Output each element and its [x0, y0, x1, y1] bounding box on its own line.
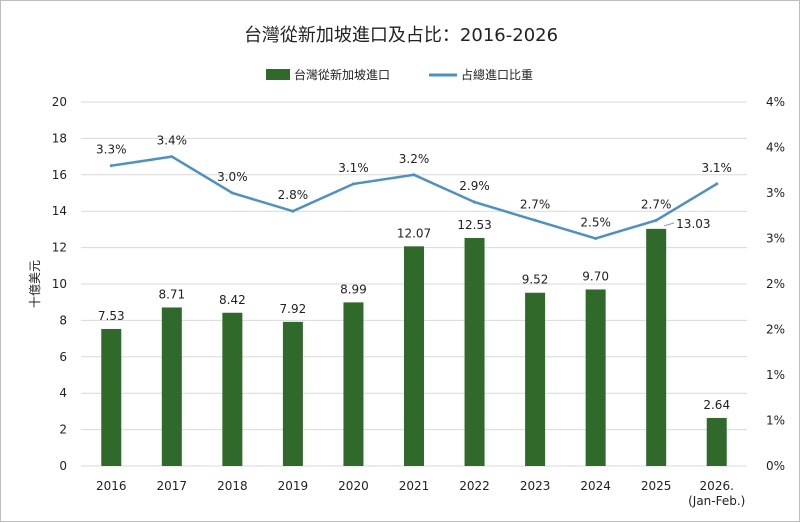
- y2-tick-label: 1%: [766, 368, 785, 382]
- bar-data-label: 12.53: [457, 218, 491, 232]
- line-point: [654, 218, 658, 222]
- y-tick-label: 2: [59, 423, 67, 437]
- x-tick-label: 2017: [157, 479, 188, 493]
- data-label-leader: [664, 222, 675, 227]
- y-tick-label: 10: [52, 277, 67, 291]
- bar: [646, 228, 667, 466]
- legend-bar-label: 台灣從新加坡進口: [294, 67, 390, 82]
- bar-data-label: 7.92: [280, 302, 307, 316]
- x-tick-label: 2016: [96, 479, 127, 493]
- legend-line-label: 占總進口比重: [461, 67, 533, 82]
- line-point: [230, 191, 234, 195]
- y-tick-label: 14: [52, 204, 67, 218]
- y-tick-label: 0: [59, 459, 67, 473]
- x-tick-label: 2018: [217, 479, 248, 493]
- y2-tick-label: 2%: [766, 323, 785, 337]
- x-tick-label: 2022: [459, 479, 490, 493]
- x-tick-label: 2023: [520, 479, 551, 493]
- line-point: [473, 200, 477, 204]
- y-tick-label: 8: [59, 313, 67, 327]
- line-data-label: 3.1%: [701, 161, 732, 175]
- line-point: [109, 164, 113, 168]
- x-tick-label: 2021: [399, 479, 430, 493]
- line-point: [170, 155, 174, 159]
- x-tick-label: 2024: [580, 479, 611, 493]
- y-tick-label: 12: [52, 241, 67, 255]
- bar: [343, 302, 364, 466]
- y-tick-label: 6: [59, 350, 67, 364]
- line-point: [594, 237, 598, 240]
- bar-data-label: 8.71: [158, 287, 185, 301]
- line-data-label: 2.9%: [459, 179, 490, 193]
- y-axis-label: 十億美元: [28, 260, 42, 308]
- line-point: [291, 209, 295, 213]
- bar: [101, 328, 122, 466]
- x-tick-label: (Jan-Feb.): [688, 494, 745, 508]
- line-data-label: 2.5%: [580, 216, 611, 230]
- line-data-label: 2.7%: [641, 197, 672, 211]
- line-point: [351, 182, 355, 186]
- bar: [282, 321, 303, 466]
- bar-data-label: 9.52: [522, 273, 549, 287]
- x-tick-label: 2025: [641, 479, 672, 493]
- bar-data-label: 7.53: [98, 309, 125, 323]
- line-point: [533, 218, 537, 222]
- x-tick-label: 2020: [338, 479, 369, 493]
- bar: [464, 237, 485, 466]
- line-point: [715, 182, 719, 186]
- bar: [525, 292, 546, 466]
- line-data-label: 3.4%: [157, 134, 188, 148]
- line-data-label: 3.1%: [338, 161, 369, 175]
- line-data-label: 2.7%: [520, 197, 551, 211]
- chart-title: 台灣從新加坡進口及占比：2016-2026: [244, 25, 558, 46]
- line-data-label: 2.8%: [278, 188, 309, 202]
- bar: [222, 312, 243, 466]
- line-data-label: 3.2%: [399, 152, 430, 166]
- x-tick-label: 2019: [278, 479, 309, 493]
- y2-tick-label: 4%: [766, 95, 785, 109]
- y2-tick-label: 2%: [766, 277, 785, 291]
- y2-tick-label: 4%: [766, 141, 785, 155]
- bar-data-label: 8.99: [340, 282, 367, 296]
- bar-data-label: 13.03: [676, 217, 710, 231]
- bar: [404, 246, 424, 466]
- bar-data-label: 2.64: [703, 398, 730, 412]
- legend-bar-swatch: [266, 69, 290, 80]
- x-tick-label: 2026.: [700, 479, 734, 493]
- bar: [161, 307, 182, 466]
- y2-tick-label: 3%: [766, 232, 785, 246]
- line-data-label: 3.0%: [217, 170, 248, 184]
- bar: [585, 289, 606, 466]
- y2-tick-label: 0%: [766, 459, 785, 473]
- line-data-label: 3.3%: [96, 143, 127, 157]
- y2-tick-label: 1%: [766, 414, 785, 428]
- y2-tick-label: 3%: [766, 186, 785, 200]
- y-tick-label: 18: [52, 131, 67, 145]
- bar-data-label: 9.70: [582, 269, 609, 283]
- y-tick-label: 16: [52, 168, 67, 182]
- y-tick-label: 20: [52, 95, 67, 109]
- bar: [706, 417, 727, 466]
- bar-data-label: 8.42: [219, 293, 246, 307]
- bar-data-label: 12.07: [397, 226, 431, 240]
- y-tick-label: 4: [59, 386, 67, 400]
- line-point: [412, 173, 416, 177]
